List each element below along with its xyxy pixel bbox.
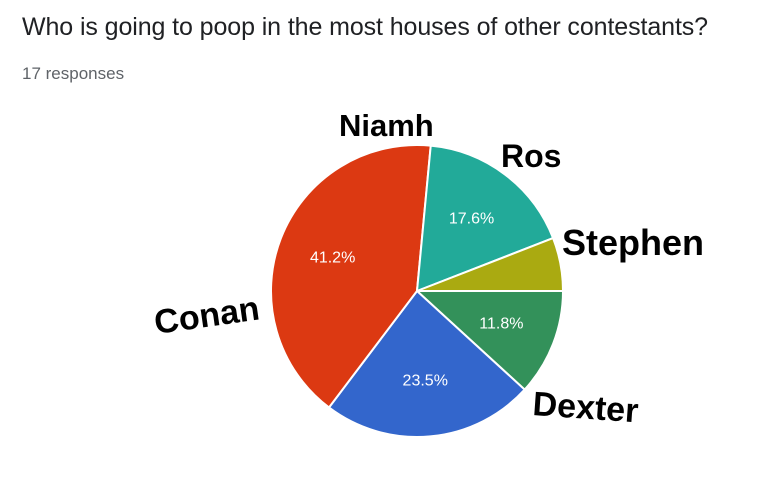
slice-percent-label-dexter: 23.5% — [403, 373, 448, 390]
slice-name-label-niamh: Niamh — [339, 108, 434, 143]
slice-name-label-conan: Conan — [152, 290, 262, 342]
pie-slice-dexter[interactable] — [327, 290, 526, 438]
slice-name-label-stephen: Stephen — [562, 222, 704, 263]
pie-slice-stephen[interactable] — [416, 290, 564, 391]
pie-slice-conan[interactable] — [270, 144, 432, 409]
slice-percent-label-conan: 41.2% — [310, 250, 355, 267]
slice-name-label-ros: Ros — [501, 138, 561, 174]
pie-slice-ros[interactable] — [416, 237, 564, 292]
slice-percent-label-niamh: 17.6% — [449, 210, 494, 227]
response-count: 17 responses — [22, 64, 125, 83]
slice-percent-label-stephen: 11.8% — [479, 315, 523, 332]
question-title: Who is going to poop in the most houses … — [22, 13, 708, 41]
pie-slice-niamh[interactable] — [416, 144, 555, 292]
slice-name-label-dexter: Dexter — [531, 385, 639, 430]
